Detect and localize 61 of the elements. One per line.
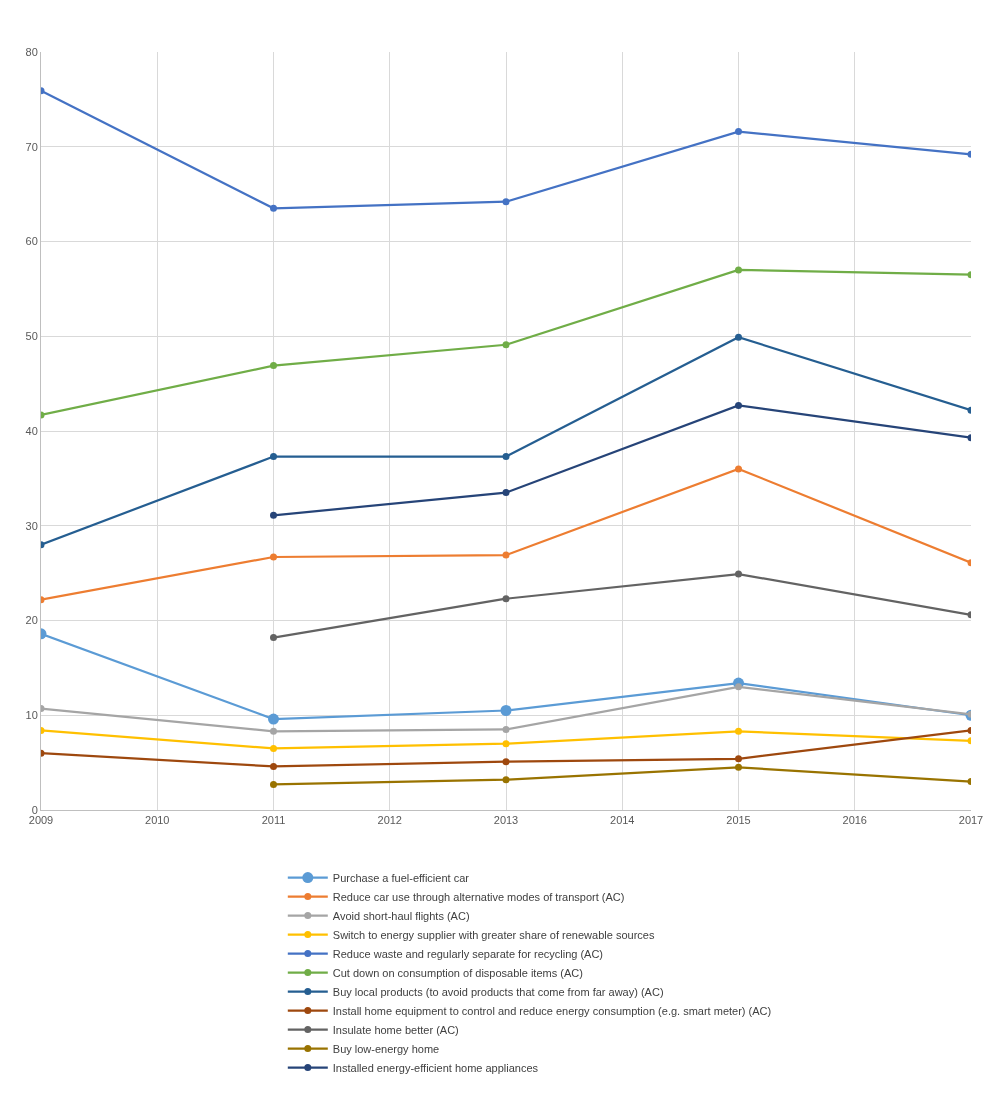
point — [270, 362, 277, 370]
legend-label: Buy low-energy home — [332, 1042, 440, 1055]
point — [500, 705, 512, 717]
y-tick-label: 0 — [31, 803, 38, 816]
x-tick-label: 2014 — [610, 814, 635, 827]
point — [735, 333, 742, 341]
y-tick-label: 10 — [25, 709, 38, 722]
x-tick-label: 2016 — [842, 814, 867, 827]
point — [502, 198, 510, 206]
point — [735, 763, 742, 771]
point — [735, 727, 742, 735]
y-tick-label: 40 — [25, 424, 38, 437]
point — [270, 762, 277, 770]
point — [502, 489, 510, 497]
point — [735, 755, 742, 763]
legend-label: Purchase a fuel-efficient car — [332, 871, 470, 884]
x-tick-label: 2009 — [28, 814, 54, 827]
x-tick-label: 2010 — [145, 814, 170, 827]
point — [502, 551, 510, 559]
point — [270, 744, 277, 752]
point — [735, 266, 742, 274]
legend-label: Installed energy-efficient home appliances — [332, 1061, 539, 1074]
point — [502, 453, 510, 461]
point — [270, 727, 277, 735]
x-tick-label: 2012 — [377, 814, 402, 827]
legend-label: Avoid short-haul flights (AC) — [332, 909, 470, 922]
point — [268, 713, 279, 725]
point — [502, 341, 510, 349]
y-tick-label: 50 — [25, 330, 38, 343]
legend-label: Buy local products (to avoid products that come from far away) (AC) — [332, 985, 664, 998]
legend-label: Reduce car use through alternative modes of transport (AC) — [332, 890, 625, 903]
point — [735, 465, 742, 473]
point — [502, 776, 510, 784]
legend-label: Cut down on consumption of disposable items (AC) — [332, 966, 583, 979]
x-tick-label: 2011 — [261, 814, 286, 827]
point — [270, 511, 277, 519]
x-tick-label: 2015 — [726, 814, 751, 827]
point — [270, 634, 277, 642]
point — [270, 453, 277, 461]
point — [735, 401, 742, 409]
y-tick-label: 20 — [25, 614, 38, 627]
point — [502, 758, 510, 766]
point — [502, 595, 510, 603]
point — [502, 725, 510, 733]
y-tick-label: 60 — [25, 235, 38, 248]
point — [735, 683, 742, 691]
point — [270, 780, 277, 788]
x-tick-label: 2017 — [958, 814, 984, 827]
x-tick-label: 2013 — [493, 814, 519, 827]
legend-label: Reduce waste and regularly separate for recycling (AC) — [332, 947, 604, 960]
legend-label: Insulate home better (AC) — [332, 1023, 459, 1036]
legend-label: Switch to energy supplier with greater share of renewable sources — [332, 928, 655, 941]
point — [502, 740, 510, 748]
point — [735, 128, 742, 136]
y-tick-label: 80 — [25, 45, 38, 58]
point — [270, 553, 277, 561]
y-tick-label: 30 — [25, 519, 38, 532]
legend-label: Install home equipment to control and reduce energy consumption (e.g. smart meter) (AC) — [332, 1004, 772, 1017]
y-tick-label: 70 — [25, 140, 38, 153]
point — [735, 570, 742, 578]
point — [270, 204, 277, 212]
